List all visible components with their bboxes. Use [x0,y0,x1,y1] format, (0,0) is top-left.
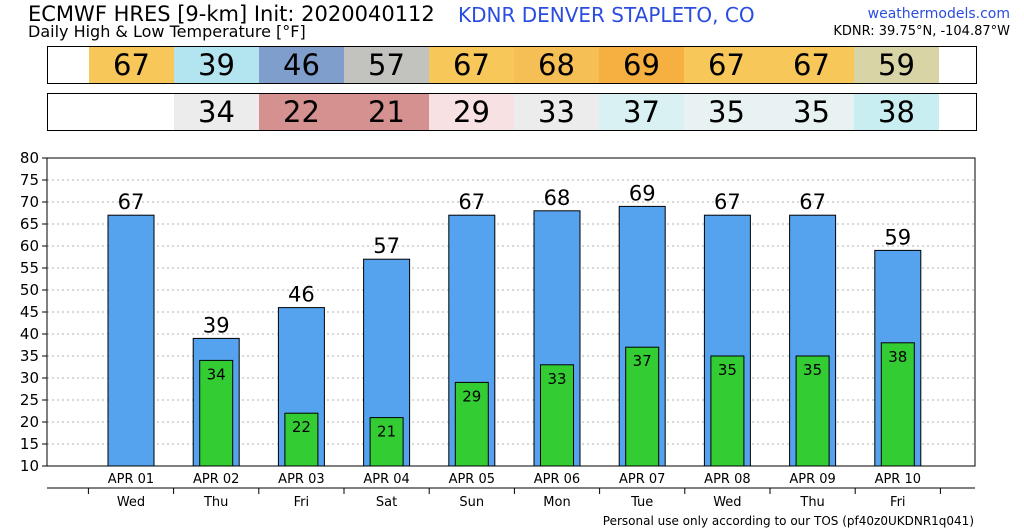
y-tick-label: 20 [20,413,39,431]
y-tick-label: 80 [20,149,39,167]
low-bar [369,417,404,467]
low-temp-cell-4: 29 [429,94,514,130]
low-bar [454,381,489,467]
y-tick-label: 45 [20,303,39,321]
high-bar-label: 39 [203,313,230,337]
low-bar [284,412,319,467]
y-tick-label: 10 [20,457,39,475]
low-temp-cell-9: 38 [854,94,939,130]
x-date-label: APR 03 [278,472,324,487]
low-bar-label: 29 [462,387,481,405]
high-temp-cell-1: 39 [174,47,259,83]
high-bar-label: 59 [884,225,911,249]
x-date-label: APR 06 [534,472,580,487]
low-bar-label: 35 [718,361,737,379]
x-date-label: APR 04 [363,472,409,487]
x-day-label: Wed [117,495,145,510]
high-temp-cell-5: 68 [514,47,599,83]
high-bar-label: 67 [458,190,485,214]
low-bar [795,355,830,467]
y-tick-label: 35 [20,347,39,365]
high-temperature-row: 67 39 46 57 67 68 69 67 67 59 [47,46,977,84]
low-temp-cell-5: 33 [514,94,599,130]
low-bar [710,355,745,467]
x-day-label: Thu [799,495,824,510]
x-date-label: APR 02 [193,472,239,487]
x-date-label: APR 09 [789,472,835,487]
y-tick-label: 75 [20,171,39,189]
low-temp-cell-2: 22 [259,94,344,130]
high-temp-cell-4: 67 [429,47,514,83]
y-tick-label: 50 [20,281,39,299]
high-bar-label: 46 [288,283,315,307]
low-bar [540,364,574,467]
y-tick-label: 55 [20,259,39,277]
y-tick-label: 40 [20,325,39,343]
low-bar-label: 35 [803,361,822,379]
low-temp-cell-7: 35 [684,94,769,130]
low-bar [199,359,234,467]
site-link[interactable]: weathermodels.com [867,6,1010,22]
low-bar-label: 33 [547,370,566,388]
y-tick-label: 25 [20,391,39,409]
high-bar-label: 67 [118,190,145,214]
high-temp-cell-7: 67 [684,47,769,83]
y-tick-label: 15 [20,435,39,453]
x-day-label: Sat [376,495,397,510]
x-day-label: Tue [630,495,653,510]
x-day-label: Mon [543,495,570,510]
low-temperature-row: 34 22 21 29 33 37 35 35 38 [47,93,977,131]
low-bar-label: 34 [207,365,226,383]
x-day-label: Thu [203,495,228,510]
footer-note: Personal use only according to our TOS (… [602,514,974,528]
x-day-label: Fri [890,495,906,510]
low-bar-label: 37 [633,352,652,370]
x-date-label: APR 08 [704,472,750,487]
low-temp-cell-8: 35 [769,94,854,130]
x-day-label: Wed [713,495,741,510]
y-tick-label: 65 [20,215,39,233]
high-temp-cell-6: 69 [599,47,684,83]
high-bar-label: 67 [799,190,826,214]
plot-frame [46,157,976,467]
x-date-label: APR 10 [875,472,921,487]
chart-subtitle: Daily High & Low Temperature [°F] [28,22,306,41]
high-temp-cell-2: 46 [259,47,344,83]
x-day-label: Fri [294,495,310,510]
high-bar-label: 57 [373,234,400,258]
low-temp-cell-3: 21 [344,94,429,130]
high-bar-label: 68 [544,186,571,210]
high-bar-label: 67 [714,190,741,214]
station-name: KDNR DENVER STAPLETO, CO [458,3,755,27]
high-bar-label: 69 [629,181,656,205]
chart-title: ECMWF HRES [9-km] Init: 2020040112 [28,2,435,26]
high-temp-cell-3: 57 [344,47,429,83]
high-temp-cell-9: 59 [854,47,939,83]
station-coordinates: KDNR: 39.75°N, -104.87°W [833,24,1010,39]
high-temp-cell-8: 67 [769,47,854,83]
low-bar-label: 38 [888,348,907,366]
x-date-label: APR 07 [619,472,665,487]
high-bar [107,214,155,467]
low-bar [880,342,915,467]
y-tick-label: 60 [20,237,39,255]
x-day-label: Sun [459,495,484,510]
y-tick-label: 30 [20,369,39,387]
low-bar-label: 22 [292,418,311,436]
high-temp-cell-0: 67 [89,47,174,83]
x-date-label: APR 05 [449,472,495,487]
low-bar-label: 21 [377,423,396,441]
x-date-label: APR 01 [108,472,154,487]
low-temp-cell-0 [89,94,174,130]
y-tick-label: 70 [20,193,39,211]
low-temp-cell-1: 34 [174,94,259,130]
low-bar [625,346,660,467]
low-temp-cell-6: 37 [599,94,684,130]
